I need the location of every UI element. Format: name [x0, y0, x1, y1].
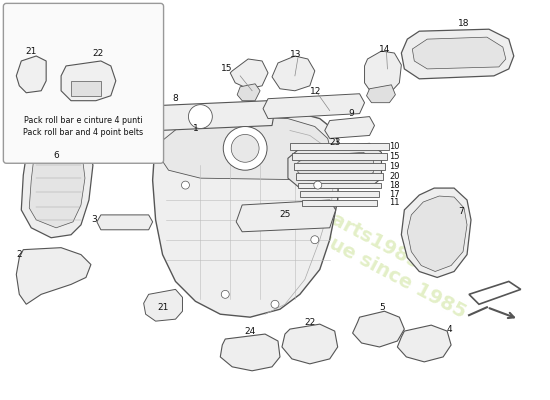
- Circle shape: [223, 126, 267, 170]
- Circle shape: [221, 290, 229, 298]
- Polygon shape: [144, 289, 183, 321]
- Polygon shape: [398, 325, 451, 362]
- Polygon shape: [324, 116, 375, 138]
- Polygon shape: [16, 56, 46, 93]
- Text: 7: 7: [458, 208, 464, 216]
- Text: 13: 13: [290, 50, 301, 58]
- Polygon shape: [365, 51, 402, 96]
- Circle shape: [314, 181, 322, 189]
- Polygon shape: [221, 334, 280, 371]
- Polygon shape: [263, 94, 365, 118]
- Polygon shape: [353, 311, 404, 347]
- Polygon shape: [298, 152, 373, 180]
- Polygon shape: [402, 29, 514, 79]
- Circle shape: [271, 300, 279, 308]
- Text: 11: 11: [389, 198, 400, 208]
- Polygon shape: [71, 81, 101, 96]
- Text: 23: 23: [329, 138, 340, 147]
- Text: 21: 21: [25, 46, 37, 56]
- Text: 17: 17: [389, 190, 400, 198]
- Text: 22: 22: [92, 48, 103, 58]
- Text: 14: 14: [379, 44, 390, 54]
- Text: 15: 15: [221, 64, 232, 74]
- Polygon shape: [282, 324, 338, 364]
- Polygon shape: [290, 143, 389, 150]
- Circle shape: [311, 236, 319, 244]
- Text: 20: 20: [389, 172, 400, 181]
- Polygon shape: [296, 173, 383, 180]
- Polygon shape: [300, 191, 379, 197]
- Polygon shape: [288, 143, 382, 188]
- Circle shape: [231, 134, 259, 162]
- Text: 22: 22: [304, 318, 316, 327]
- Text: 25: 25: [279, 210, 290, 219]
- Polygon shape: [366, 85, 395, 103]
- Circle shape: [189, 105, 212, 128]
- Text: 12: 12: [310, 87, 322, 96]
- Text: Pack roll bar e cinture 4 punti: Pack roll bar e cinture 4 punti: [24, 116, 142, 125]
- Text: 2: 2: [16, 250, 22, 259]
- Text: 21: 21: [157, 303, 168, 312]
- Polygon shape: [408, 196, 467, 272]
- Text: 5: 5: [379, 303, 386, 312]
- Polygon shape: [97, 215, 152, 230]
- Polygon shape: [469, 282, 521, 304]
- Text: Pack roll bar and 4 point belts: Pack roll bar and 4 point belts: [23, 128, 143, 137]
- Polygon shape: [294, 163, 386, 170]
- Text: 15: 15: [389, 152, 400, 161]
- Polygon shape: [21, 134, 93, 238]
- Polygon shape: [236, 200, 336, 232]
- Polygon shape: [152, 109, 340, 317]
- Polygon shape: [29, 147, 85, 228]
- Polygon shape: [298, 183, 382, 188]
- Circle shape: [182, 181, 189, 189]
- Polygon shape: [152, 101, 275, 130]
- Text: 8: 8: [173, 94, 178, 103]
- Polygon shape: [161, 116, 332, 180]
- Text: 19: 19: [389, 162, 400, 171]
- Text: 6: 6: [53, 151, 59, 160]
- Polygon shape: [302, 200, 377, 206]
- Text: 9: 9: [349, 109, 355, 118]
- Polygon shape: [16, 248, 91, 304]
- Polygon shape: [402, 188, 471, 278]
- Text: 18: 18: [389, 181, 400, 190]
- FancyBboxPatch shape: [3, 3, 163, 163]
- Text: 1: 1: [192, 124, 199, 133]
- Polygon shape: [237, 84, 260, 101]
- Text: 3: 3: [91, 215, 97, 224]
- Polygon shape: [230, 59, 268, 89]
- Text: 10: 10: [389, 142, 400, 151]
- Polygon shape: [61, 61, 116, 101]
- Text: 4: 4: [446, 324, 452, 334]
- Polygon shape: [292, 153, 387, 160]
- Text: 18: 18: [458, 19, 470, 28]
- Text: europeparts1985
a parts catalogue since 1985: europeparts1985 a parts catalogue since …: [180, 137, 480, 322]
- Text: 24: 24: [245, 326, 256, 336]
- Polygon shape: [272, 56, 315, 91]
- Polygon shape: [412, 37, 506, 69]
